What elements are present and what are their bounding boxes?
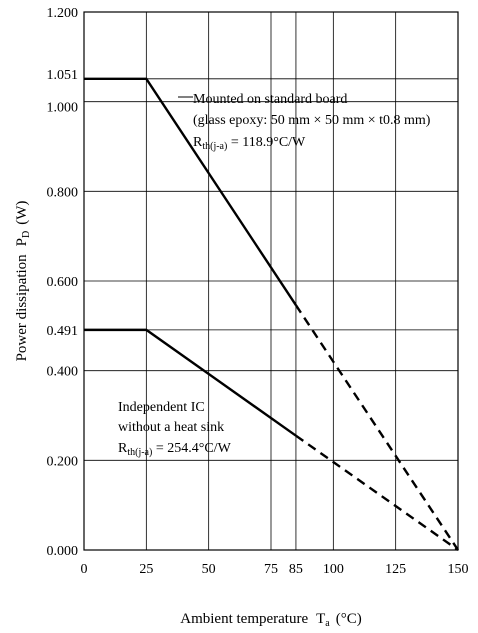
x-axis-subscript: a bbox=[325, 618, 330, 629]
y-axis-symbol: P bbox=[14, 238, 30, 246]
board-rth-subscript: th(j-a) bbox=[202, 141, 227, 152]
board-annotation-title: Mounted on standard board bbox=[193, 92, 347, 107]
y-tick-label: 0.491 bbox=[47, 324, 79, 339]
y-axis-unit: (W) bbox=[14, 201, 30, 225]
y-tick-label: 1.200 bbox=[47, 6, 79, 21]
x-axis-symbol: T bbox=[316, 611, 325, 627]
board-annotation-rth: Rth(j-a) = 118.9°C/W bbox=[193, 135, 306, 152]
series-lines bbox=[84, 77, 460, 551]
ic-annotation-rth: Rth(j-a) = 254.4°C/W bbox=[118, 441, 232, 458]
x-tick-label: 75 bbox=[264, 562, 278, 577]
y-tick-label: 0.000 bbox=[47, 544, 79, 559]
y-tick-label: 0.400 bbox=[47, 365, 79, 380]
y-tick-label: 0.600 bbox=[47, 275, 79, 290]
series-board-dashed-line bbox=[294, 304, 460, 551]
series-ic-dashed-line bbox=[295, 434, 459, 551]
grid bbox=[84, 12, 458, 550]
y-tick-label: 0.200 bbox=[47, 454, 79, 469]
x-tick-label: 150 bbox=[448, 562, 469, 577]
y-axis-label: Power dissipation bbox=[14, 254, 30, 362]
plot-frame bbox=[83, 11, 459, 551]
x-tick-label: 100 bbox=[323, 562, 344, 577]
ic-annotation-title: Independent IC bbox=[118, 400, 205, 415]
ic-rth-symbol: R bbox=[118, 441, 128, 456]
y-tick-label: 0.800 bbox=[47, 185, 79, 200]
y-axis-title: Power dissipation PD (W) bbox=[14, 201, 32, 362]
x-axis-title: Ambient temperature Ta (°C) bbox=[180, 611, 362, 629]
x-tick-label: 50 bbox=[202, 562, 216, 577]
y-axis-subscript: D bbox=[21, 231, 32, 238]
board-rth-symbol: R bbox=[193, 135, 203, 150]
x-tick-label: 125 bbox=[385, 562, 406, 577]
x-tick-label: 85 bbox=[289, 562, 303, 577]
ic-rth-subscript: th(j-a) bbox=[127, 447, 152, 458]
series-board-solid-line bbox=[84, 77, 297, 306]
x-axis-unit: (°C) bbox=[336, 611, 362, 627]
board-annotation-spec: (glass epoxy: 50 mm × 50 mm × t0.8 mm) bbox=[193, 113, 431, 128]
y-tick-label: 1.000 bbox=[47, 101, 79, 116]
x-tick-label: 25 bbox=[139, 562, 153, 577]
y-tick-label: 1.051 bbox=[47, 68, 79, 83]
x-axis-label: Ambient temperature bbox=[180, 611, 308, 627]
ic-annotation-subtitle: without a heat sink bbox=[118, 420, 224, 435]
x-tick-label: 0 bbox=[81, 562, 88, 577]
ic-rth-value: = 254.4°C/W bbox=[152, 441, 231, 456]
tick-labels: 0 25 50 75 85 100 125 150 0.000 0.200 0.400 0.491 0.… bbox=[47, 6, 469, 577]
series-ic-solid-line bbox=[84, 328, 297, 437]
board-rth-value: = 118.9°C/W bbox=[227, 135, 306, 150]
